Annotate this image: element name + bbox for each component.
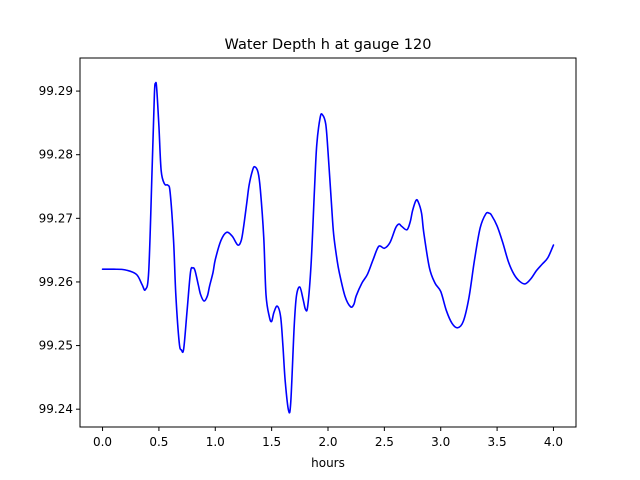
y-tick-label: 99.25 <box>39 339 73 353</box>
x-tick-label: 4.0 <box>544 435 563 449</box>
y-tick-label: 99.24 <box>39 402 73 416</box>
series-layer <box>101 81 555 414</box>
x-tick-label: 2.0 <box>318 435 337 449</box>
chart-title: Water Depth h at gauge 120 <box>225 37 432 53</box>
x-tick-label: 0.0 <box>93 435 112 449</box>
x-tick-label: 0.5 <box>149 435 168 449</box>
y-tick-label: 99.26 <box>39 275 73 289</box>
plot-area-background <box>80 58 576 427</box>
x-tick-label: 2.5 <box>375 435 394 449</box>
x-tick-label: 3.5 <box>488 435 507 449</box>
ticks-layer: 0.0 0.5 1.0 1.5 2.0 2.5 3.0 3.5 4.0 99.24 99.25 99.… <box>39 84 563 449</box>
y-tick-label: 99.27 <box>39 211 73 225</box>
plot-frame <box>79 57 577 428</box>
x-tick-label: 1.5 <box>262 435 281 449</box>
y-tick-label: 99.28 <box>39 148 73 162</box>
series-line <box>101 81 555 414</box>
x-axis-label: hours <box>311 456 345 470</box>
x-tick-label: 3.0 <box>431 435 450 449</box>
y-tick-label: 99.29 <box>39 84 73 98</box>
x-tick-label: 1.0 <box>206 435 225 449</box>
